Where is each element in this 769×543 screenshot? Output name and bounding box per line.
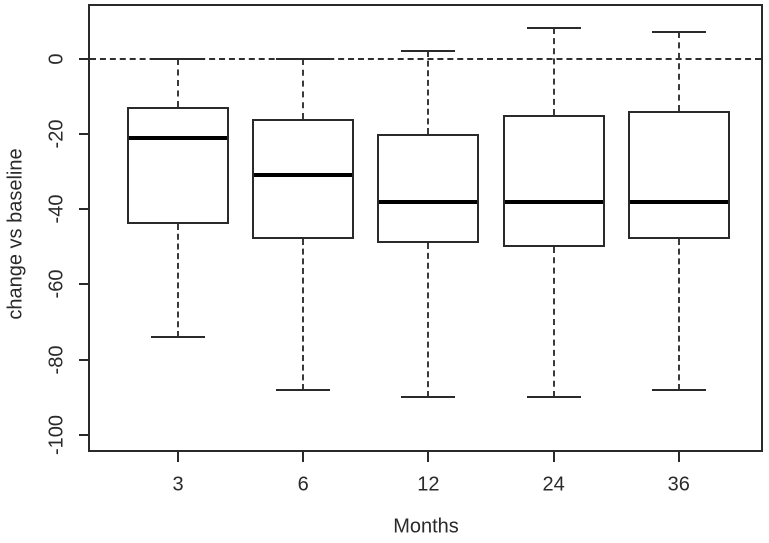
box-rect [252, 118, 355, 240]
whisker-lower [177, 224, 179, 338]
median-line [129, 135, 227, 140]
x-tick-label: 36 [667, 473, 690, 496]
whisker-cap-upper [276, 57, 331, 60]
y-axis-tick [79, 358, 88, 361]
x-axis-title: Months [393, 515, 459, 538]
median-line [379, 199, 478, 204]
whisker-lower [427, 242, 430, 398]
whisker-cap-lower [526, 396, 581, 399]
x-tick-label: 3 [172, 473, 184, 496]
y-axis-tick [79, 208, 88, 211]
plot-border [88, 4, 763, 452]
y-axis-tick [79, 57, 88, 60]
whisker-cap-lower [651, 388, 706, 391]
box-rect [627, 111, 730, 240]
whisker-cap-upper [651, 31, 706, 34]
x-tick-label: 6 [297, 473, 309, 496]
y-tick-label: -40 [45, 194, 68, 224]
y-tick-label: -100 [45, 414, 68, 456]
x-tick-label: 12 [417, 473, 440, 496]
whisker-upper [427, 50, 430, 134]
whisker-cap-lower [401, 396, 456, 399]
whisker-cap-lower [151, 336, 205, 339]
whisker-cap-upper [151, 57, 205, 60]
y-axis-title: change vs baseline [4, 148, 27, 320]
whisker-upper [302, 58, 305, 119]
whisker-cap-upper [526, 27, 581, 30]
x-axis-tick [177, 452, 179, 462]
x-tick-label: 24 [542, 473, 565, 496]
whisker-upper [552, 28, 555, 115]
x-axis-tick [677, 452, 680, 462]
y-axis-tick [79, 434, 88, 436]
whisker-upper [177, 58, 179, 108]
y-tick-label: 0 [45, 52, 68, 65]
x-axis-tick [552, 452, 555, 462]
zero-reference-line [90, 57, 761, 60]
y-tick-label: -60 [45, 269, 68, 299]
median-line [254, 173, 353, 178]
whisker-cap-lower [276, 388, 331, 391]
whisker-lower [302, 239, 305, 390]
whisker-cap-upper [401, 49, 456, 52]
whisker-lower [677, 239, 680, 390]
median-line [504, 199, 603, 204]
median-line [629, 199, 728, 204]
y-tick-label: -20 [45, 119, 68, 149]
box-rect [502, 114, 605, 247]
y-axis-tick [79, 132, 88, 135]
y-tick-label: -80 [45, 345, 68, 375]
whisker-lower [552, 246, 555, 398]
box-rect [377, 133, 480, 243]
x-axis-tick [427, 452, 430, 462]
whisker-upper [677, 32, 680, 112]
box-rect [127, 107, 229, 225]
y-axis-tick [79, 283, 88, 286]
x-axis-tick [302, 452, 305, 462]
